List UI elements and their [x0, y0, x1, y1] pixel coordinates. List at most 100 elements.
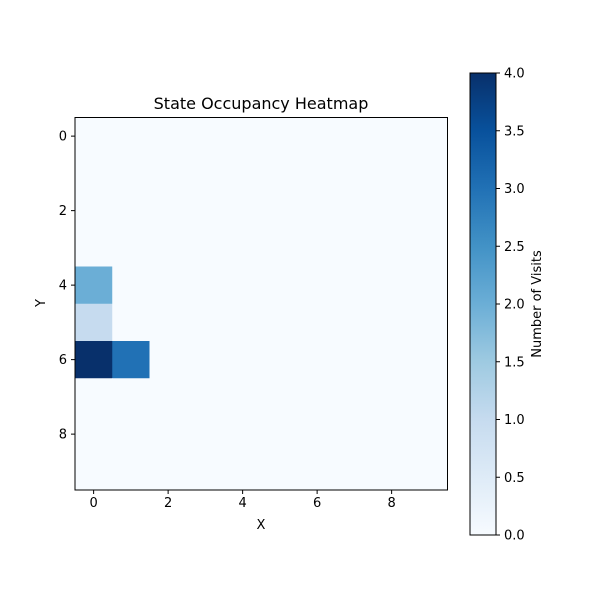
y-tick-label: 2 [59, 204, 67, 219]
heatmap-cell [149, 415, 188, 454]
heatmap-cell [298, 452, 337, 491]
colorbar-tick-label: 2.5 [504, 240, 525, 255]
heatmap-cell [75, 117, 113, 156]
heatmap-cell [224, 341, 262, 379]
heatmap-cell [75, 303, 113, 342]
heatmap-cell [335, 154, 374, 193]
heatmap-cell [149, 154, 188, 193]
y-tick-label: 4 [59, 279, 67, 294]
heatmap-cell [298, 229, 337, 267]
colorbar-tick-label: 1.0 [504, 413, 525, 428]
colorbar-tick-label: 0.0 [504, 529, 525, 544]
heatmap-cell [261, 452, 299, 491]
heatmap-cell [186, 154, 225, 193]
x-tick-label: 2 [164, 496, 172, 511]
heatmap-cell [410, 117, 448, 156]
heatmap-cell [75, 452, 113, 491]
colorbar-tick-label: 3.0 [504, 182, 525, 197]
heatmap-cell [149, 229, 188, 267]
x-tick-label: 6 [313, 496, 321, 511]
x-axis-label: X [257, 518, 266, 533]
x-tick-label: 8 [387, 496, 395, 511]
heatmap-cell [298, 378, 337, 416]
heatmap-cell [112, 452, 150, 491]
colorbar [469, 72, 497, 536]
heatmap-cell [261, 378, 299, 416]
colorbar-tick-label: 1.5 [504, 355, 525, 370]
heatmap-cell [186, 341, 225, 379]
heatmap-cell [149, 378, 188, 416]
heatmap-cell [373, 341, 411, 379]
heatmap-cell [75, 266, 113, 305]
y-tick-label: 0 [59, 130, 67, 145]
heatmap-cell [335, 415, 374, 454]
heatmap-cell [149, 192, 188, 230]
y-axis-ticks: 0 2 4 6 8 [59, 130, 75, 443]
heatmap-cell [410, 266, 448, 305]
heatmap-cell [335, 378, 374, 416]
heatmap-cell [373, 452, 411, 491]
heatmap-cell [112, 229, 150, 267]
heatmap-cell [373, 154, 411, 193]
heatmap-cell [410, 303, 448, 342]
heatmap-cell [112, 266, 150, 305]
heatmap-cell [112, 378, 150, 416]
heatmap-cell [224, 303, 262, 342]
heatmap-cell [224, 378, 262, 416]
heatmap-cell [335, 303, 374, 342]
heatmap-cell [186, 378, 225, 416]
heatmap-cell [261, 117, 299, 156]
heatmap-cell [373, 192, 411, 230]
heatmap-cell [261, 229, 299, 267]
heatmap-cell [186, 117, 225, 156]
heatmap-cell [261, 415, 299, 454]
y-tick-label: 8 [59, 428, 67, 443]
x-tick-label: 4 [238, 496, 246, 511]
heatmap-cell [224, 266, 262, 305]
heatmap-cell [224, 415, 262, 454]
heatmap-cell [373, 117, 411, 156]
heatmap-cell [75, 192, 113, 230]
heatmap-cell [410, 229, 448, 267]
heatmap-cell [261, 266, 299, 305]
heatmap-cell [410, 192, 448, 230]
heatmap-cell [75, 154, 113, 193]
heatmap-cell [186, 266, 225, 305]
heatmap-cell [149, 341, 188, 379]
heatmap-cell [186, 229, 225, 267]
heatmap-cells [75, 117, 448, 491]
heatmap-cell [149, 303, 188, 342]
heatmap-cell [186, 452, 225, 491]
heatmap-cell [410, 378, 448, 416]
colorbar-label: Number of Visits [530, 250, 545, 358]
heatmap-cell [75, 378, 113, 416]
heatmap-cell [261, 154, 299, 193]
heatmap-cell [335, 192, 374, 230]
heatmap-cell [335, 229, 374, 267]
x-tick-label: 0 [89, 496, 97, 511]
heatmap-cell [373, 266, 411, 305]
heatmap-cell [298, 192, 337, 230]
heatmap-cell [373, 229, 411, 267]
heatmap-cell [261, 192, 299, 230]
heatmap-cell [298, 341, 337, 379]
heatmap-cell [298, 266, 337, 305]
colorbar-ticks: 0.0 0.5 1.0 1.5 2.0 2.5 3.0 3.5 4.0 [496, 67, 525, 544]
heatmap-cell [373, 415, 411, 454]
heatmap-cell [298, 303, 337, 342]
heatmap-cell [224, 117, 262, 156]
heatmap-cell [298, 154, 337, 193]
heatmap-cell [224, 229, 262, 267]
heatmap-cell [335, 117, 374, 156]
colorbar-tick-label: 4.0 [504, 67, 525, 82]
heatmap-cell [410, 154, 448, 193]
colorbar-tick-label: 0.5 [504, 471, 525, 486]
heatmap-cell [410, 415, 448, 454]
heatmap-cell [112, 341, 150, 379]
plot-frame [74, 117, 448, 491]
heatmap-cell [186, 303, 225, 342]
chart-title: State Occupancy Heatmap [154, 94, 369, 113]
heatmap-cell [75, 229, 113, 267]
heatmap-cell [75, 415, 113, 454]
